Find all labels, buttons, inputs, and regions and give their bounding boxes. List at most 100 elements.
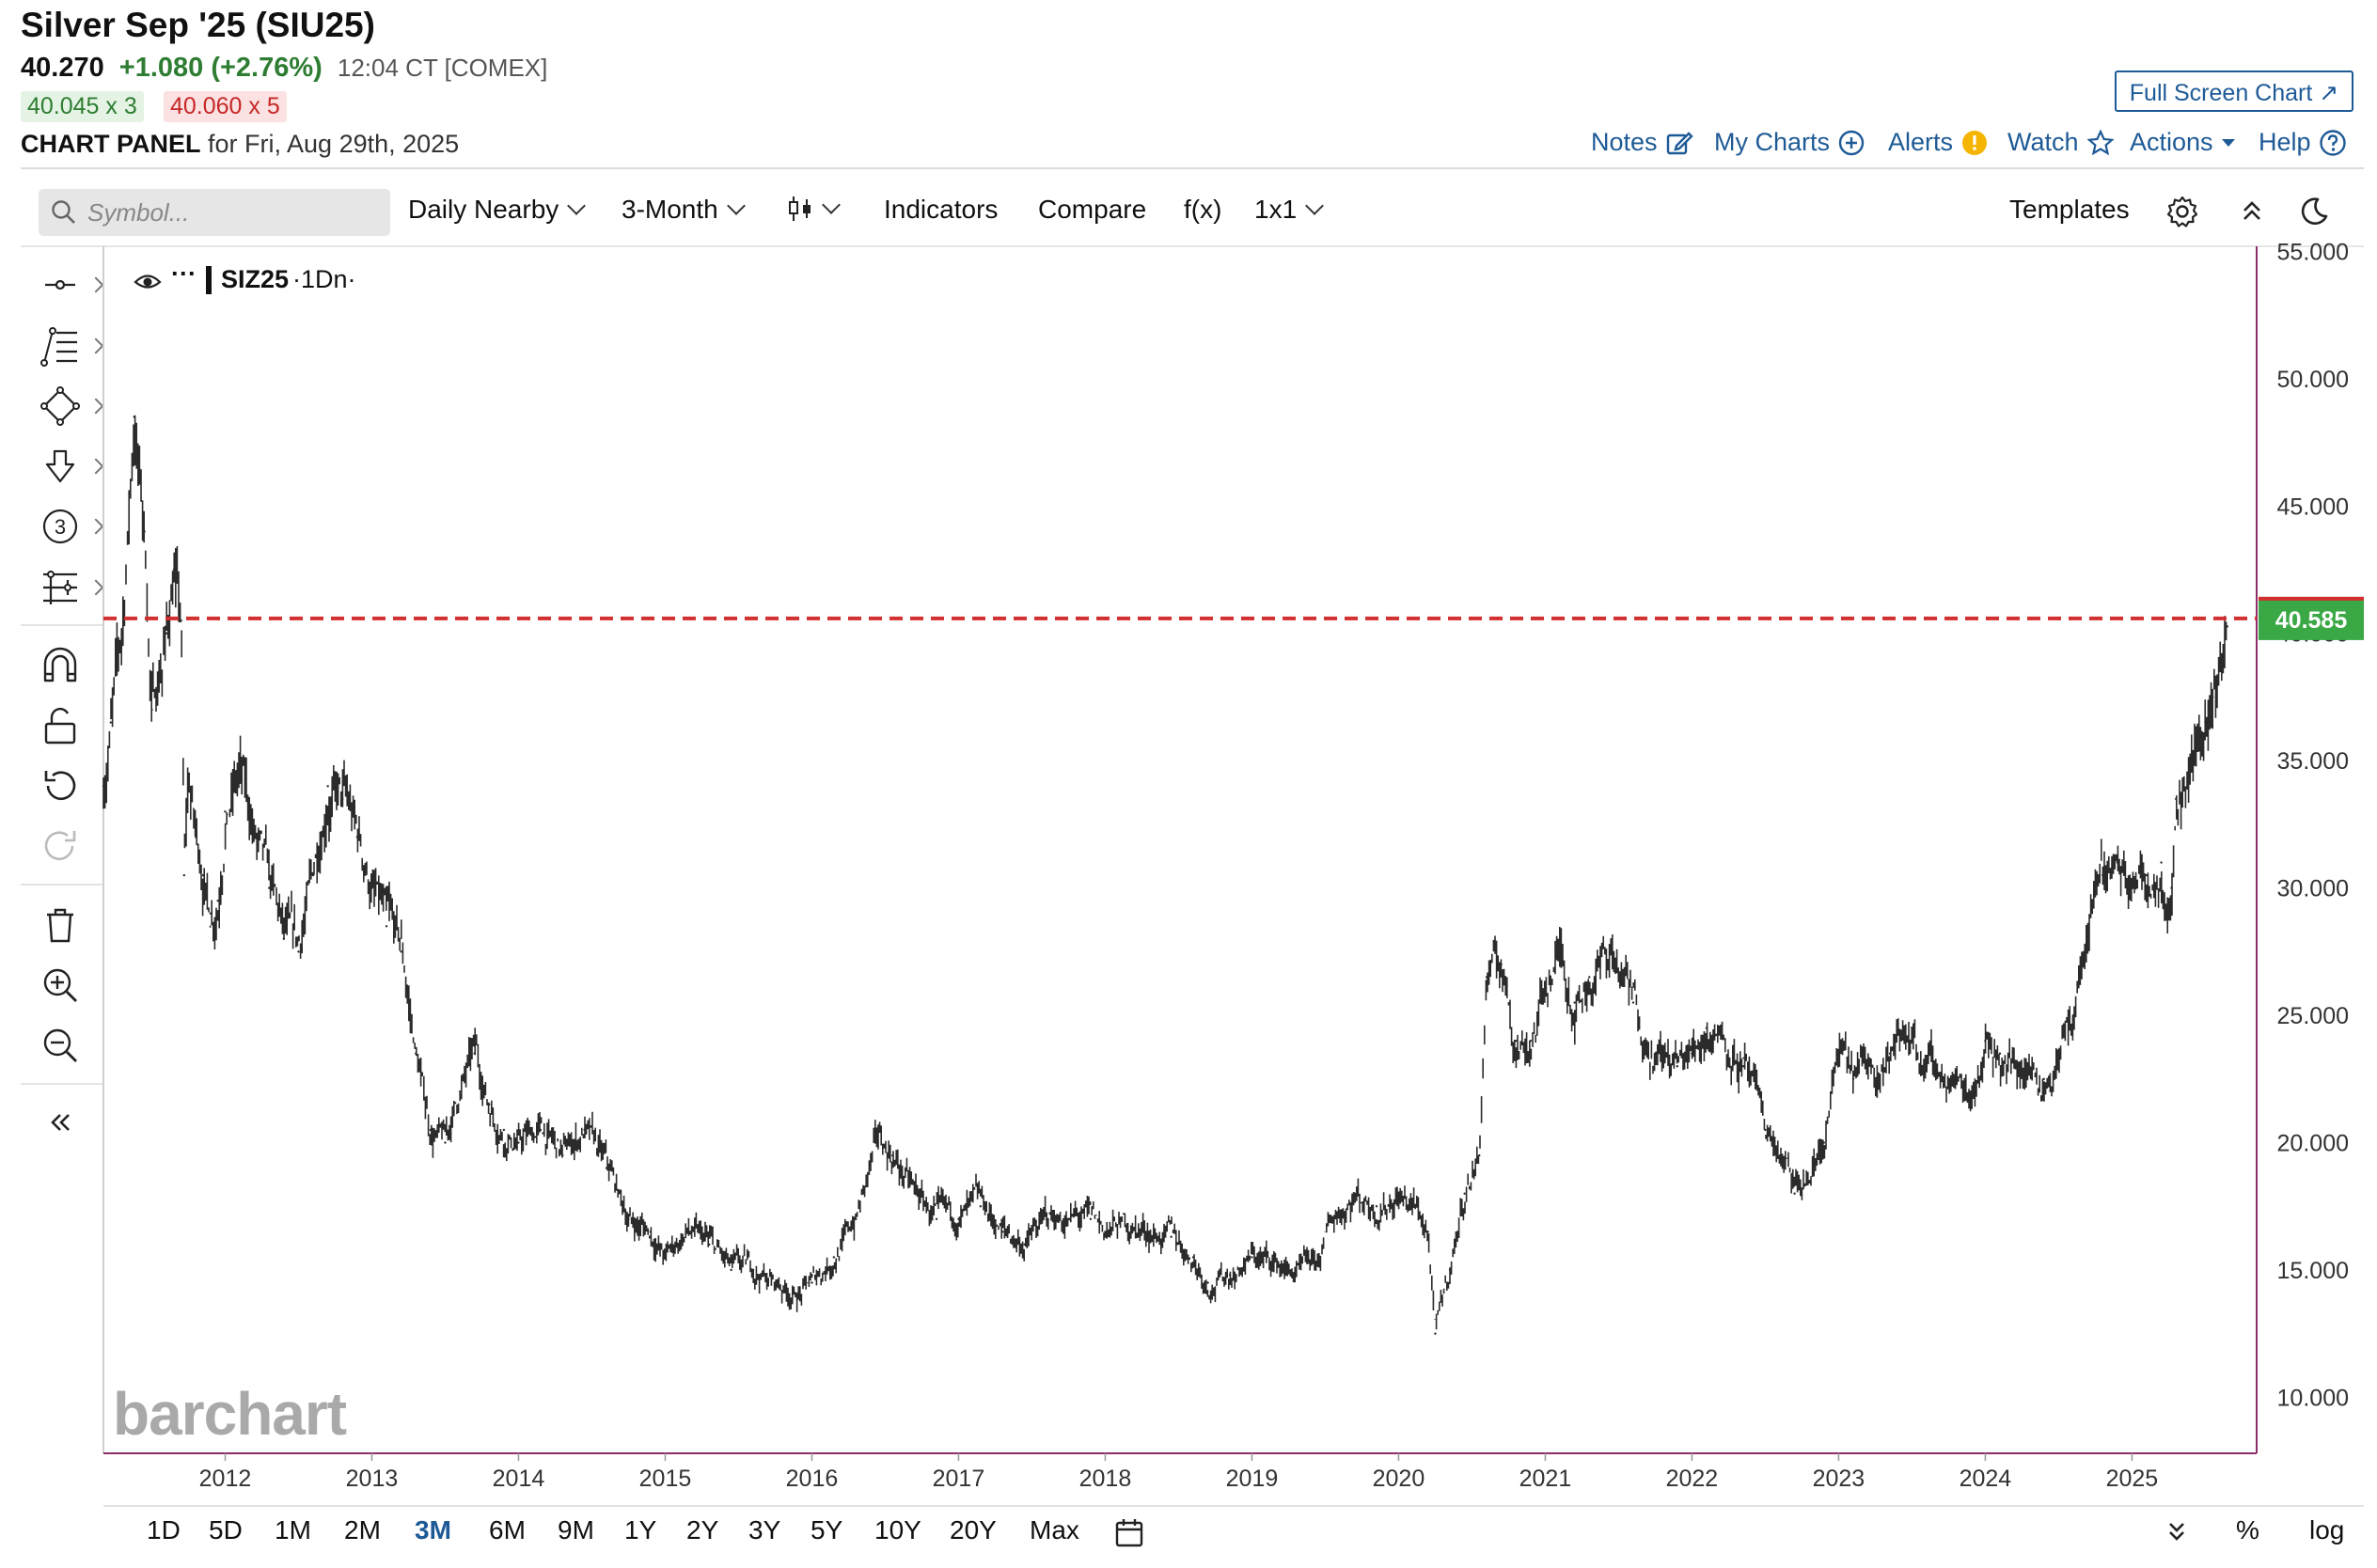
price-point (1793, 1192, 1796, 1195)
price-point (935, 1217, 938, 1220)
eye-icon[interactable] (134, 270, 162, 290)
price-point (1837, 1052, 1840, 1055)
price-point (605, 1167, 608, 1169)
dark-mode-toggle[interactable] (2297, 195, 2331, 228)
range-button-6m[interactable]: 6M (489, 1515, 526, 1544)
price-point (180, 619, 182, 622)
price-point (2028, 1065, 2031, 1068)
price-point (730, 1268, 732, 1272)
zoom-out-icon[interactable] (39, 1025, 81, 1066)
price-point (458, 1090, 462, 1093)
price-point (1851, 1077, 1855, 1080)
price-point (1947, 1077, 1950, 1080)
settings-button[interactable] (2165, 195, 2199, 228)
price-point (649, 1231, 653, 1233)
collapse-header-button[interactable] (2238, 196, 2266, 225)
price-point (2086, 937, 2089, 941)
y-tick-label: 45.000 (2277, 494, 2349, 520)
undo-icon[interactable] (39, 765, 81, 807)
price-point (1228, 1274, 1232, 1277)
period-label: 3-Month (622, 195, 718, 224)
range-button-5d[interactable]: 5D (209, 1515, 243, 1544)
fibonacci-tool-icon[interactable] (39, 325, 81, 367)
zoom-in-icon[interactable] (39, 964, 81, 1006)
percent-scale-button[interactable]: % (2236, 1515, 2259, 1544)
price-point (1610, 950, 1613, 953)
header-divider (21, 167, 2364, 169)
range-button-max[interactable]: Max (1030, 1515, 1079, 1544)
period-dropdown[interactable]: 3-Month (622, 195, 746, 225)
price-point (158, 670, 161, 673)
alerts-link[interactable]: Alerts (1888, 128, 1989, 157)
trash-icon[interactable] (39, 904, 81, 946)
price-point (187, 785, 190, 788)
my-charts-link[interactable]: My Charts (1714, 128, 1865, 157)
chevrons-down-icon[interactable] (2163, 1517, 2191, 1545)
layout-dropdown[interactable]: 1x1 (1254, 195, 1325, 225)
magnet-icon[interactable] (39, 645, 81, 686)
price-point (1925, 1065, 1928, 1068)
crosshair-tool-icon[interactable] (39, 264, 81, 306)
price-point (1104, 1231, 1107, 1233)
price-point (664, 1256, 667, 1259)
calendar-icon[interactable] (1113, 1516, 1145, 1548)
count-tool-icon[interactable]: 3 (39, 506, 81, 547)
contract-dropdown[interactable]: Daily Nearby (408, 195, 587, 225)
range-button-3m[interactable]: 3M (415, 1515, 451, 1544)
price-point (1331, 1217, 1334, 1220)
range-button-1y[interactable]: 1Y (624, 1515, 657, 1544)
notes-link[interactable]: Notes (1591, 128, 1693, 157)
price-point (182, 873, 185, 877)
measure-tool-icon[interactable] (39, 567, 81, 608)
range-button-2y[interactable]: 2Y (686, 1515, 719, 1544)
price-point (1485, 976, 1488, 979)
range-button-9m[interactable]: 9M (558, 1515, 594, 1544)
ohlc-bars (102, 415, 2227, 1330)
price-point (517, 1141, 520, 1144)
lock-icon[interactable] (39, 705, 81, 746)
redo-icon[interactable] (39, 825, 81, 867)
collapse-toolbar-icon[interactable] (39, 1102, 81, 1143)
indicators-button[interactable]: Indicators (884, 195, 999, 224)
log-scale-button[interactable]: log (2309, 1515, 2345, 1544)
price-point (429, 1128, 433, 1132)
toolbar-divider (21, 245, 2364, 247)
barchart-watermark: barchart (113, 1380, 347, 1448)
fx-button[interactable]: f(x) (1184, 195, 1222, 224)
x-tick-label: 2016 (786, 1466, 839, 1492)
range-button-3y[interactable]: 3Y (748, 1515, 781, 1544)
help-link[interactable]: Help (2259, 128, 2347, 157)
chart-type-dropdown[interactable] (787, 195, 841, 223)
price-point (355, 836, 359, 839)
search-icon (52, 200, 75, 224)
range-button-20y[interactable]: 20Y (950, 1515, 997, 1544)
more-options-icon[interactable]: ··· (171, 259, 197, 288)
arrow-down-tool-icon[interactable] (39, 446, 81, 487)
price-point (1089, 1217, 1093, 1220)
full-screen-chart-button[interactable]: Full Screen Chart ↗ (2115, 71, 2353, 112)
shape-tool-icon[interactable] (39, 385, 81, 427)
price-point (1888, 1052, 1892, 1055)
price-point (1529, 1039, 1533, 1043)
price-point (1969, 1090, 1973, 1093)
range-button-5y[interactable]: 5Y (811, 1515, 843, 1544)
x-tick-label: 2020 (1373, 1466, 1425, 1492)
svg-text:3: 3 (55, 515, 66, 539)
price-point (539, 1128, 543, 1132)
price-point (1272, 1261, 1276, 1264)
price-point (1411, 1205, 1415, 1208)
price-point (891, 1153, 894, 1157)
symbol-search-input[interactable]: Symbol... (39, 189, 390, 236)
price-point (488, 1103, 491, 1106)
price-point (224, 810, 227, 813)
templates-button[interactable]: Templates (2009, 195, 2130, 224)
range-button-10y[interactable]: 10Y (874, 1515, 921, 1544)
actions-menu[interactable]: Actions (2130, 128, 2236, 157)
tool-divider (21, 624, 103, 626)
range-button-2m[interactable]: 2M (344, 1515, 381, 1544)
range-button-1d[interactable]: 1D (147, 1515, 181, 1544)
watch-link[interactable]: Watch (2007, 128, 2115, 157)
range-button-1m[interactable]: 1M (275, 1515, 311, 1544)
compare-button[interactable]: Compare (1038, 195, 1147, 224)
